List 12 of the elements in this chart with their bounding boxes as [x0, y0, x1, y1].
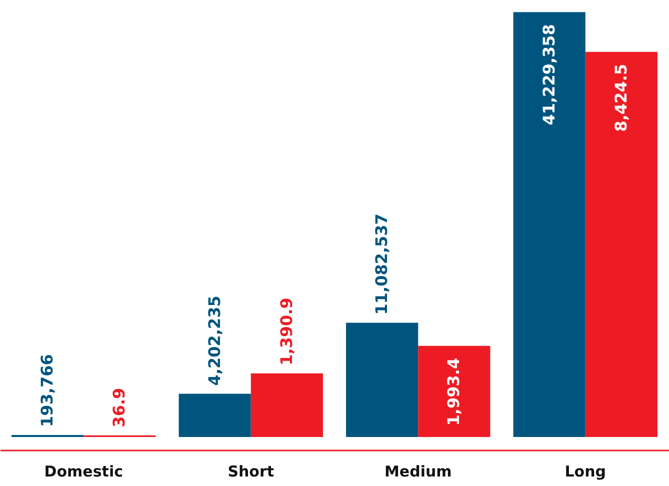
- data-label: 41,229,358: [539, 24, 558, 126]
- data-label: 8,424.5: [611, 64, 630, 132]
- data-label: 4,202,235: [204, 296, 224, 386]
- x-tick-label: Medium: [384, 462, 452, 480]
- data-label: 36.9: [110, 388, 129, 428]
- x-tick-label: Long: [564, 462, 606, 480]
- data-label: 11,082,537: [372, 214, 392, 315]
- x-tick-label: Short: [228, 462, 274, 480]
- data-label: 193,766: [38, 354, 57, 428]
- x-tick-label: Domestic: [44, 462, 123, 480]
- data-label: 1,993.4: [444, 358, 464, 426]
- data-label: 1,390.9: [276, 298, 296, 366]
